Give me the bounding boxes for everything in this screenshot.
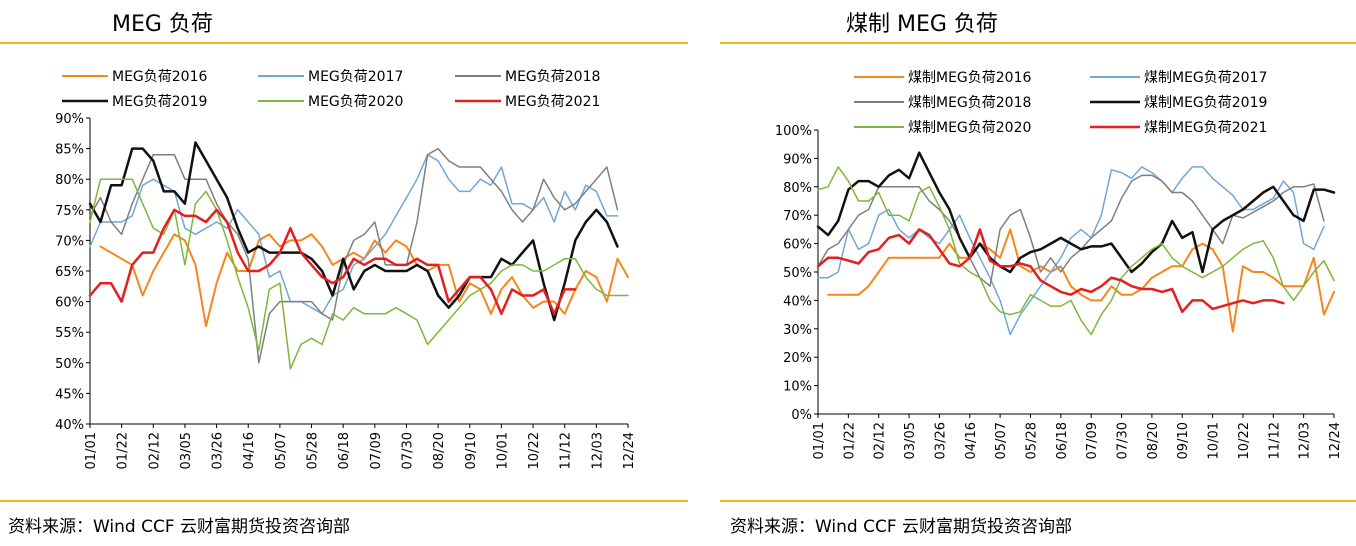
legend-label: MEG负荷2021 bbox=[505, 94, 600, 110]
x-tick-label: 10/01 bbox=[495, 432, 510, 469]
series-line bbox=[817, 166, 1325, 336]
y-tick-label: 10% bbox=[783, 380, 812, 395]
y-tick-label: 40% bbox=[783, 294, 812, 309]
y-tick-label: 60% bbox=[783, 238, 812, 253]
y-tick-label: 55% bbox=[55, 326, 84, 341]
coal-meg-load-chart: 0% 10% 20% 30% 40% 50% 60% 70% 80% 90% 100% 01/01 01… bbox=[775, 70, 1343, 459]
x-tick-label: 09/10 bbox=[1176, 422, 1191, 459]
x-tick-label: 11/12 bbox=[1267, 422, 1282, 459]
series-line bbox=[99, 233, 629, 328]
y-tick-label: 0% bbox=[791, 408, 812, 423]
x-tick-label: 12/03 bbox=[590, 432, 605, 469]
series-line bbox=[827, 228, 1335, 333]
x-tick-label: 11/12 bbox=[559, 432, 574, 469]
x-tick-label: 02/12 bbox=[147, 432, 162, 469]
title-divider bbox=[720, 42, 1356, 44]
footer-divider bbox=[720, 500, 1356, 502]
y-tick-label: 50% bbox=[783, 266, 812, 281]
x-tick-label: 05/07 bbox=[274, 432, 289, 469]
y-tick-label: 70% bbox=[783, 209, 812, 224]
x-tick-label: 07/30 bbox=[1116, 422, 1131, 459]
x-tick-label: 08/20 bbox=[432, 432, 447, 469]
legend-label: 煤制MEG负荷2019 bbox=[1144, 95, 1267, 111]
legend-label: 煤制MEG负荷2017 bbox=[1144, 70, 1267, 86]
x-tick-label: 01/22 bbox=[842, 422, 857, 459]
legend-label: MEG负荷2020 bbox=[308, 94, 403, 110]
title-divider bbox=[0, 42, 688, 44]
left-chart-panel: MEG 负荷 40% 45% 50% 55% 60% 65% 70% 75% 80% 85% 90%… bbox=[0, 12, 688, 537]
legend-label: MEG负荷2016 bbox=[112, 69, 207, 85]
series-line bbox=[817, 166, 1335, 336]
x-tick-label: 07/09 bbox=[369, 432, 384, 469]
y-tick-label: 40% bbox=[55, 418, 84, 433]
x-tick-label: 10/22 bbox=[1237, 422, 1252, 459]
y-tick-label: 65% bbox=[55, 265, 84, 280]
source-note: 资料来源：Wind CCF 云财富期货投资咨询部 bbox=[8, 517, 351, 537]
x-tick-label: 03/26 bbox=[211, 432, 226, 469]
x-tick-label: 12/24 bbox=[1328, 422, 1343, 459]
x-tick-label: 06/18 bbox=[1055, 422, 1070, 459]
legend-label: 煤制MEG负荷2021 bbox=[1144, 120, 1267, 136]
y-tick-label: 90% bbox=[55, 112, 84, 127]
y-tick-label: 50% bbox=[55, 357, 84, 372]
x-tick-label: 10/22 bbox=[527, 432, 542, 469]
y-tick-label: 85% bbox=[55, 143, 84, 158]
x-tick-label: 04/16 bbox=[242, 432, 257, 469]
x-tick-label: 09/10 bbox=[464, 432, 479, 469]
x-tick-label: 01/01 bbox=[84, 432, 99, 469]
series-line bbox=[89, 178, 629, 370]
series-line bbox=[88, 141, 619, 322]
y-tick-label: 30% bbox=[783, 323, 812, 338]
x-tick-label: 07/30 bbox=[400, 432, 415, 469]
footer-divider bbox=[0, 500, 688, 502]
series-line bbox=[89, 153, 619, 315]
series-line bbox=[88, 208, 577, 316]
x-tick-label: 03/26 bbox=[933, 422, 948, 459]
x-tick-label: 05/28 bbox=[1024, 422, 1039, 459]
x-tick-label: 07/09 bbox=[1085, 422, 1100, 459]
x-tick-label: 01/22 bbox=[116, 432, 131, 469]
series-line bbox=[816, 228, 1285, 314]
y-tick-label: 20% bbox=[783, 351, 812, 366]
x-tick-label: 05/07 bbox=[994, 422, 1009, 459]
legend-label: MEG负荷2017 bbox=[308, 69, 403, 85]
x-tick-label: 08/20 bbox=[1146, 422, 1161, 459]
legend-label: 煤制MEG负荷2016 bbox=[908, 70, 1031, 86]
x-tick-label: 12/24 bbox=[622, 432, 637, 469]
y-tick-label: 70% bbox=[55, 234, 84, 249]
x-tick-label: 03/05 bbox=[179, 432, 194, 469]
meg-load-chart: 40% 45% 50% 55% 60% 65% 70% 75% 80% 85% 90% 01/01 01… bbox=[55, 69, 637, 469]
legend-label: MEG负荷2019 bbox=[112, 94, 207, 110]
legend-label: MEG负荷2018 bbox=[505, 69, 600, 85]
y-tick-label: 80% bbox=[55, 173, 84, 188]
series-line bbox=[817, 174, 1325, 287]
legend-label: 煤制MEG负荷2020 bbox=[908, 120, 1031, 136]
x-tick-label: 04/16 bbox=[964, 422, 979, 459]
chart-title: MEG 负荷 bbox=[112, 12, 213, 37]
y-tick-label: 45% bbox=[55, 387, 84, 402]
source-note: 资料来源：Wind CCF 云财富期货投资咨询部 bbox=[730, 517, 1073, 537]
y-tick-label: 100% bbox=[775, 124, 812, 139]
y-tick-label: 90% bbox=[783, 152, 812, 167]
y-tick-label: 75% bbox=[55, 204, 84, 219]
x-tick-label: 12/03 bbox=[1298, 422, 1313, 459]
x-tick-label: 10/01 bbox=[1207, 422, 1222, 459]
x-tick-label: 02/12 bbox=[873, 422, 888, 459]
x-tick-label: 01/01 bbox=[812, 422, 827, 459]
x-tick-label: 03/05 bbox=[903, 422, 918, 459]
x-tick-label: 05/28 bbox=[306, 432, 321, 469]
series-line bbox=[816, 151, 1336, 274]
y-tick-label: 80% bbox=[783, 181, 812, 196]
y-tick-label: 60% bbox=[55, 296, 84, 311]
chart-title: 煤制 MEG 负荷 bbox=[846, 12, 998, 37]
series-line bbox=[89, 147, 619, 364]
legend-label: 煤制MEG负荷2018 bbox=[908, 95, 1031, 111]
right-chart-panel: 煤制 MEG 负荷 0% 10% 20% 30% 40% 50% 60% 70% 80% 90% 1… bbox=[712, 0, 1356, 546]
x-tick-label: 06/18 bbox=[337, 432, 352, 469]
